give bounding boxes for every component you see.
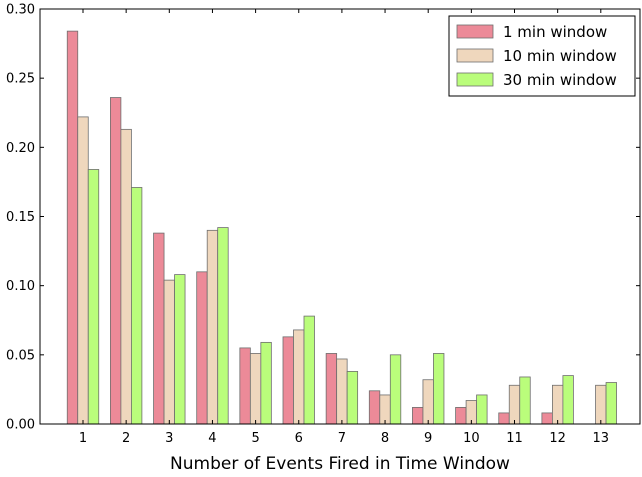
x-tick-label: 1 — [79, 431, 87, 446]
plot-frame — [39, 8, 641, 425]
bar-1-10 — [455, 406, 467, 425]
legend-swatch — [456, 48, 494, 63]
legend-swatch — [456, 72, 494, 87]
bar-2-3 — [163, 279, 175, 425]
bar-3-9 — [433, 353, 445, 425]
x-tick-label: 9 — [424, 431, 432, 446]
bar-3-8 — [389, 354, 402, 425]
bar-1-8 — [368, 390, 381, 425]
legend-label: 30 min window — [503, 71, 617, 89]
legend-swatch — [456, 24, 494, 39]
y-tick-label: 0.15 — [6, 210, 35, 225]
x-tick-label: 10 — [463, 431, 480, 446]
x-tick-label: 13 — [593, 431, 610, 446]
bar-2-2 — [120, 128, 132, 425]
bar-3-10 — [476, 394, 488, 425]
bar-1-9 — [412, 406, 424, 425]
bar-1-2 — [110, 97, 122, 425]
bar-2-1 — [77, 116, 89, 425]
ticks-layer: 1 2 3 4 5 6 7 8 9 10 11 12 130.000.050.100.150.200.2… — [6, 3, 640, 446]
y-tick-label: 0.30 — [6, 3, 35, 18]
bar-1-4 — [196, 271, 208, 425]
bar-3-12 — [562, 375, 574, 425]
legend: 1 min window 10 min window 30 min window — [448, 15, 636, 97]
bar-1-5 — [239, 347, 251, 425]
bar-1-6 — [282, 336, 294, 425]
bar-1-1 — [66, 30, 79, 425]
y-tick-label: 0.10 — [6, 279, 35, 294]
bar-2-4 — [206, 229, 219, 425]
bar-3-1 — [87, 169, 100, 425]
x-tick-label: 3 — [165, 431, 173, 446]
bar-3-3 — [174, 274, 186, 425]
x-tick-label: 2 — [122, 431, 130, 446]
bar-2-11 — [508, 384, 521, 425]
bar-3-11 — [519, 376, 531, 425]
bar-3-2 — [130, 187, 143, 425]
bar-2-9 — [422, 379, 434, 425]
bar-1-12 — [541, 412, 553, 425]
bar-1-11 — [498, 412, 510, 425]
bars-layer — [66, 30, 617, 425]
bar-1-3 — [153, 232, 165, 425]
y-tick-label: 0.00 — [6, 418, 35, 433]
bar-3-4 — [217, 227, 229, 425]
legend-label: 10 min window — [503, 47, 617, 65]
x-tick-label: 4 — [208, 431, 216, 446]
x-tick-label: 7 — [338, 431, 346, 446]
bar-3-5 — [260, 341, 272, 425]
bar-2-5 — [249, 353, 262, 425]
bar-3-7 — [346, 371, 359, 425]
x-tick-label: 12 — [549, 431, 566, 446]
y-tick-label: 0.25 — [6, 72, 35, 87]
x-tick-label: 8 — [381, 431, 389, 446]
x-tick-label: 11 — [506, 431, 523, 446]
x-tick-label: 6 — [295, 431, 303, 446]
bar-2-6 — [293, 329, 305, 425]
y-tick-label: 0.20 — [6, 141, 35, 156]
bar-3-13 — [605, 382, 617, 425]
bar-3-6 — [303, 315, 315, 425]
legend-label: 1 min window — [503, 23, 607, 41]
x-tick-label: 5 — [251, 431, 259, 446]
bar-2-7 — [336, 358, 348, 425]
x-axis-label: Number of Events Fired in Time Window — [170, 454, 510, 474]
y-tick-label: 0.05 — [6, 348, 35, 363]
bar-2-12 — [552, 384, 564, 425]
bar-2-13 — [595, 384, 607, 425]
bar-2-8 — [379, 394, 391, 425]
bar-1-7 — [325, 353, 338, 425]
